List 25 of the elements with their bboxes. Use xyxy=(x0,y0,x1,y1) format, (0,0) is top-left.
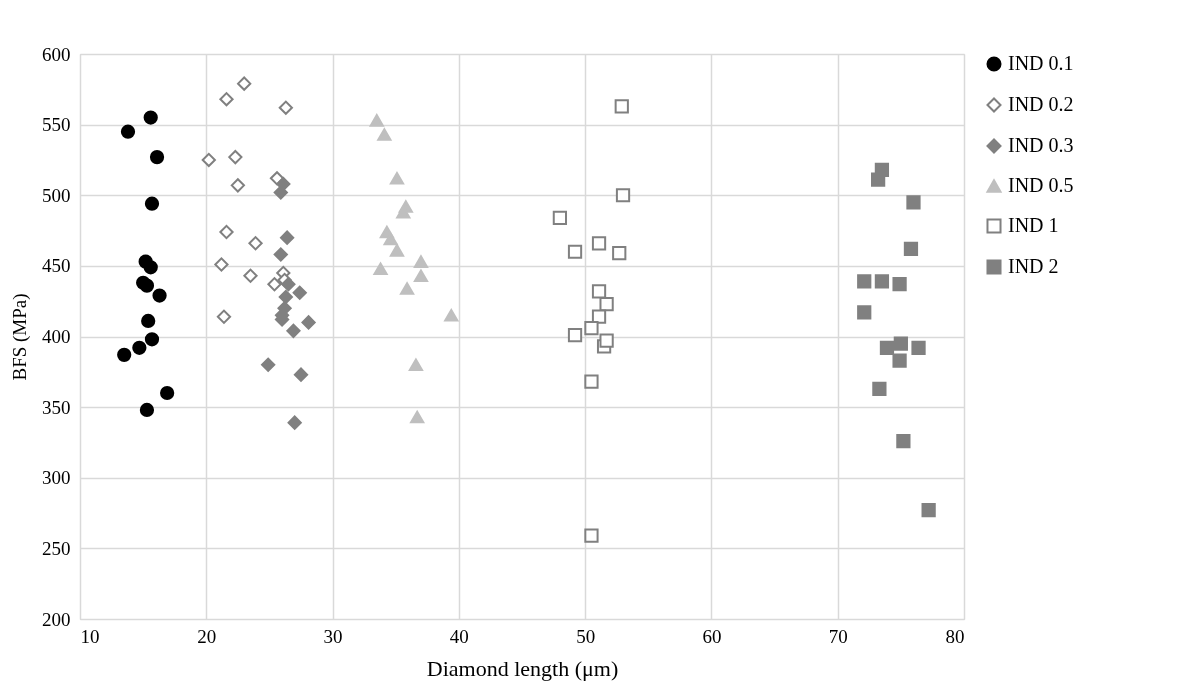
y-axis-title: BFS (MPa) xyxy=(9,293,31,381)
x-tick-label: 60 xyxy=(702,625,722,647)
legend-label: IND 1 xyxy=(1008,214,1059,236)
x-tick-label: 80 xyxy=(945,625,965,647)
y-tick-label: 350 xyxy=(42,396,71,418)
y-tick-label: 450 xyxy=(42,255,71,277)
y-tick-label: 600 xyxy=(42,43,71,65)
x-tick-label: 70 xyxy=(828,625,848,647)
legend-label: IND 0.5 xyxy=(1008,174,1074,196)
y-tick-label: 300 xyxy=(42,467,71,489)
legend-label: IND 0.2 xyxy=(1008,93,1074,115)
x-tick-label: 30 xyxy=(323,625,343,647)
x-tick-label: 20 xyxy=(197,625,217,647)
legend-label: IND 0.3 xyxy=(1008,134,1074,156)
x-tick-label: 10 xyxy=(80,625,100,647)
y-tick-label: 550 xyxy=(42,114,71,136)
y-tick-label: 500 xyxy=(42,184,71,206)
x-axis-title: Diamond length (μm) xyxy=(426,655,619,681)
legend-label: IND 2 xyxy=(1008,255,1059,277)
y-tick-label: 200 xyxy=(42,608,71,630)
x-tick-label: 50 xyxy=(576,625,596,647)
y-tick-label: 250 xyxy=(42,537,71,559)
y-tick-label: 400 xyxy=(42,326,71,347)
legend-label: IND 0.1 xyxy=(1008,52,1074,74)
x-tick-label: 40 xyxy=(449,625,469,647)
